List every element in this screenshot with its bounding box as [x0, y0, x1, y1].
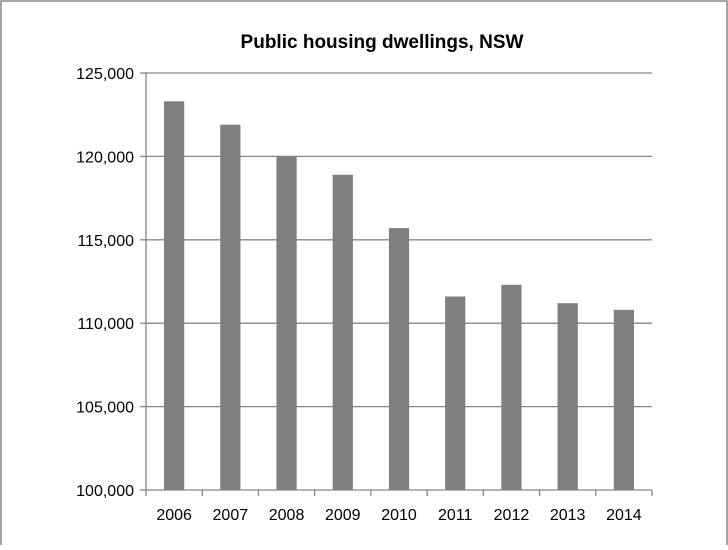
- y-tick-label: 120,000: [76, 149, 134, 166]
- bar: [501, 284, 522, 490]
- y-tick-label: 105,000: [76, 400, 134, 417]
- x-tick-label: 2007: [213, 507, 249, 524]
- bar: [276, 156, 297, 490]
- x-tick-label: 2014: [606, 507, 642, 524]
- x-tick-label: 2006: [156, 507, 192, 524]
- x-tick-labels: 2006 2007 2008 2009 2010 2011 2012 2013 2014: [156, 507, 641, 524]
- bar: [388, 228, 410, 490]
- x-tick-label: 2010: [381, 507, 417, 524]
- chart-title: Public housing dwellings, NSW: [241, 32, 524, 53]
- y-tick-label: 125,000: [76, 66, 134, 83]
- bar: [220, 124, 241, 490]
- x-tick-label: 2011: [438, 507, 473, 524]
- y-tick-label: 110,000: [77, 316, 134, 333]
- bar: [163, 101, 185, 490]
- x-tick-label: 2013: [550, 507, 586, 524]
- x-tick-label: 2008: [269, 507, 305, 524]
- bar: [445, 296, 466, 490]
- y-tick-labels: 100,000 105,000 110,000 115,000 120,000 125,0…: [76, 66, 134, 500]
- bar: [613, 309, 635, 490]
- bar: [332, 174, 353, 491]
- y-tick-label: 115,000: [77, 233, 134, 250]
- y-tick-label: 100,000: [76, 483, 134, 500]
- bars: [163, 101, 635, 491]
- bar: [557, 303, 578, 490]
- axes: [140, 72, 653, 496]
- x-tick-label: 2009: [325, 507, 361, 524]
- x-tick-label: 2012: [494, 507, 530, 524]
